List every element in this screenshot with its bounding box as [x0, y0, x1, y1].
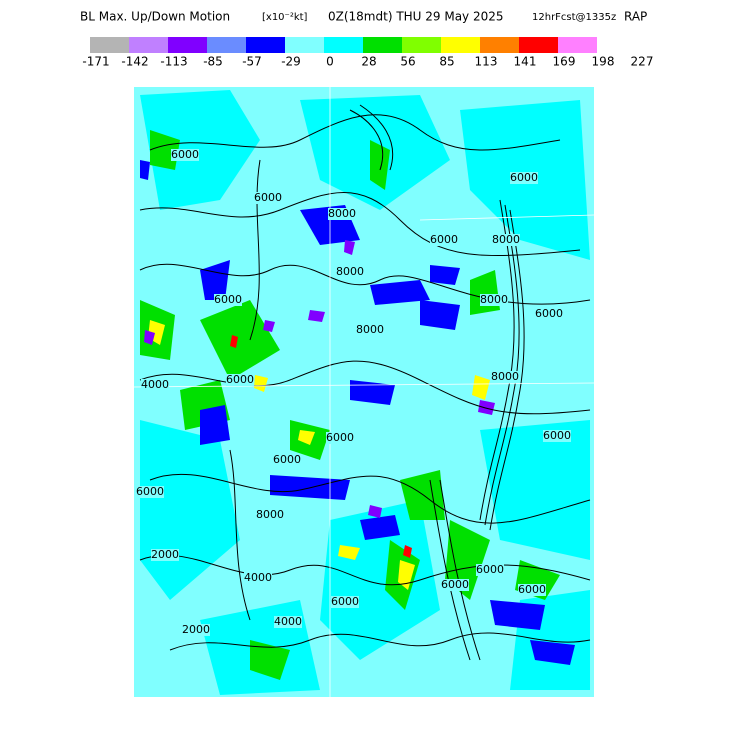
- colorbar-swatch: [519, 37, 558, 53]
- colorbar-swatch: [480, 37, 519, 53]
- field-red: [230, 335, 412, 558]
- colorbar-label: -142: [121, 55, 148, 69]
- colorbar-swatch: [207, 37, 246, 53]
- units: [x10⁻²kt]: [262, 12, 308, 23]
- contour-label-bg: [441, 579, 469, 591]
- contour-label-bg: [326, 432, 354, 444]
- contour-label: 8000: [328, 207, 356, 220]
- contour-label-bg: [331, 596, 359, 608]
- colorbar-swatch: [558, 37, 597, 53]
- contour-label: 8000: [491, 370, 519, 383]
- colorbar-label: 0: [326, 55, 334, 69]
- model: RAP: [624, 10, 647, 24]
- contour-label: 6000: [226, 373, 254, 386]
- contour-label: 2000: [151, 548, 179, 561]
- colorbar-label: -171: [82, 55, 109, 69]
- contour-label-bg: [480, 294, 508, 306]
- contour-label-bg: [356, 324, 384, 336]
- contour-label: 6000: [136, 485, 164, 498]
- contour-label: 6000: [214, 293, 242, 306]
- colorbar: -171 -142 -113 -85 -57 -29 0 28 56 85 113 141 169 198…: [82, 37, 653, 69]
- colorbar-swatch: [285, 37, 324, 53]
- field-violet: [144, 240, 495, 518]
- colorbar-swatch: [324, 37, 363, 53]
- colorbar-label: 141: [514, 55, 537, 69]
- title: BL Max. Up/Down Motion: [80, 10, 230, 24]
- contour-label-bg: [136, 486, 164, 498]
- forecast: 12hrFcst@1335z: [532, 12, 616, 23]
- map: 6000 6000 8000 8000 6000 6000 8000 8000 6000 6000…: [133, 87, 595, 697]
- colorbar-swatch: [441, 37, 480, 53]
- colorbar-label: -85: [203, 55, 223, 69]
- contour-label: 8000: [336, 265, 364, 278]
- contour-label: 6000: [254, 191, 282, 204]
- colorbar-swatch: [129, 37, 168, 53]
- contour-label-bg: [214, 294, 242, 306]
- valid-time: 0Z(18mdt) THU 29 May 2025: [328, 10, 504, 24]
- contour-label: 6000: [171, 148, 199, 161]
- contour-label: 8000: [256, 508, 284, 521]
- field-yellow: [148, 320, 490, 590]
- contour-label-bg: [256, 509, 284, 521]
- contour-label: 6000: [430, 233, 458, 246]
- contour-label-bg: [274, 616, 302, 628]
- contour-label-bg: [492, 234, 520, 246]
- contour-label: 6000: [518, 583, 546, 596]
- contour-label: 6000: [510, 171, 538, 184]
- contour-label: 6000: [543, 429, 571, 442]
- contour-label-bg: [328, 208, 356, 220]
- contour-label-bg: [244, 572, 272, 584]
- contour-label: 6000: [331, 595, 359, 608]
- contour-label: 6000: [326, 431, 354, 444]
- contour-label: 6000: [273, 453, 301, 466]
- colorbar-swatch: [90, 37, 129, 53]
- contour-label: 8000: [492, 233, 520, 246]
- contour-label: 4000: [274, 615, 302, 628]
- colorbar-label: 169: [553, 55, 576, 69]
- contour-label-bg: [273, 454, 301, 466]
- colorbar-swatch: [246, 37, 285, 53]
- contour-label-bg: [518, 584, 546, 596]
- contour-label-bg: [535, 308, 563, 320]
- contour-label-bg: [226, 374, 254, 386]
- contour-label: 6000: [535, 307, 563, 320]
- colorbar-swatch: [168, 37, 207, 53]
- contour-label-bg: [491, 371, 519, 383]
- contour-label: 4000: [141, 378, 169, 391]
- contour-label-bg: [171, 149, 199, 161]
- colorbar-label: -29: [281, 55, 301, 69]
- colorbar-label: 56: [400, 55, 415, 69]
- contour-label: 2000: [182, 623, 210, 636]
- contour-label-bg: [430, 234, 458, 246]
- contour-label-bg: [254, 192, 282, 204]
- contour-label-bg: [336, 266, 364, 278]
- contour-label-bg: [151, 549, 179, 561]
- contour-label: 8000: [480, 293, 508, 306]
- contour-labels: 6000 6000 8000 8000 6000 6000 8000 8000 6000 6000…: [136, 148, 571, 636]
- contour-label: 4000: [244, 571, 272, 584]
- contour-label-bg: [476, 564, 504, 576]
- colorbar-label: -57: [242, 55, 262, 69]
- contour-label: 6000: [476, 563, 504, 576]
- contour-label-bg: [543, 430, 571, 442]
- colorbar-label: 113: [475, 55, 498, 69]
- colorbar-label: -113: [160, 55, 187, 69]
- contour-label-bg: [182, 624, 210, 636]
- colorbar-label: 85: [439, 55, 454, 69]
- contour-label-bg: [510, 172, 538, 184]
- borders: [133, 87, 595, 697]
- colorbar-swatch: [402, 37, 441, 53]
- contour-label: 6000: [441, 578, 469, 591]
- contour-label-bg: [141, 379, 169, 391]
- colorbar-swatch: [363, 37, 402, 53]
- colorbar-label: 28: [361, 55, 376, 69]
- colorbar-label: 198: [592, 55, 615, 69]
- colorbar-label: 227: [631, 55, 654, 69]
- contour-label: 8000: [356, 323, 384, 336]
